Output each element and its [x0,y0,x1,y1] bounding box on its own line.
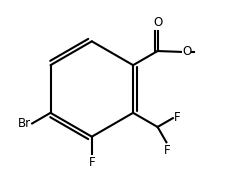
Text: Br: Br [18,117,31,130]
Text: F: F [173,111,180,124]
Text: F: F [163,144,169,157]
Text: O: O [181,45,191,58]
Text: F: F [88,156,95,169]
Text: O: O [152,16,162,29]
